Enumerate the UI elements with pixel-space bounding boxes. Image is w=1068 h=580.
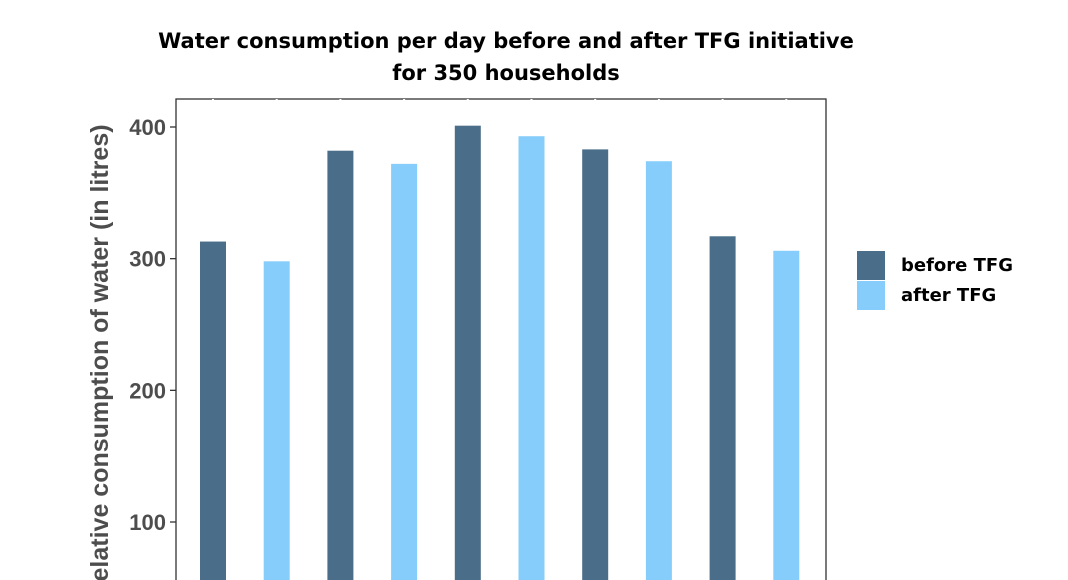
chart-subtitle: for 350 households (392, 61, 620, 85)
chart-title: Water consumption per day before and aft… (158, 29, 854, 53)
legend-label: before TFG (901, 255, 1013, 276)
bar-before-tfg (454, 125, 481, 580)
plot-panel (175, 98, 827, 580)
bar-after-tfg (263, 261, 290, 580)
legend-key (857, 281, 885, 310)
x-axis-top-ticks (212, 99, 788, 104)
y-axis-label: Relative consumption of water (in litres… (86, 124, 114, 580)
y-axis: 100 200 300 400 (129, 115, 176, 535)
y-tick-label: 400 (129, 115, 166, 140)
legend-key (857, 251, 885, 280)
bar-before-tfg (327, 150, 354, 580)
bar-after-tfg (645, 161, 672, 580)
legend-label: after TFG (901, 285, 996, 306)
y-tick-label: 100 (129, 510, 166, 535)
bar-after-tfg (391, 163, 418, 580)
bar-after-tfg (518, 136, 545, 580)
bar-before-tfg (200, 241, 226, 580)
y-tick-label: 300 (129, 247, 166, 272)
bar-after-tfg (773, 250, 800, 580)
y-tick-label: 200 (129, 378, 166, 403)
bars (200, 125, 800, 580)
bar-before-tfg (582, 149, 609, 580)
legend: before TFG after TFG (857, 251, 1013, 310)
bar-before-tfg (709, 236, 736, 580)
